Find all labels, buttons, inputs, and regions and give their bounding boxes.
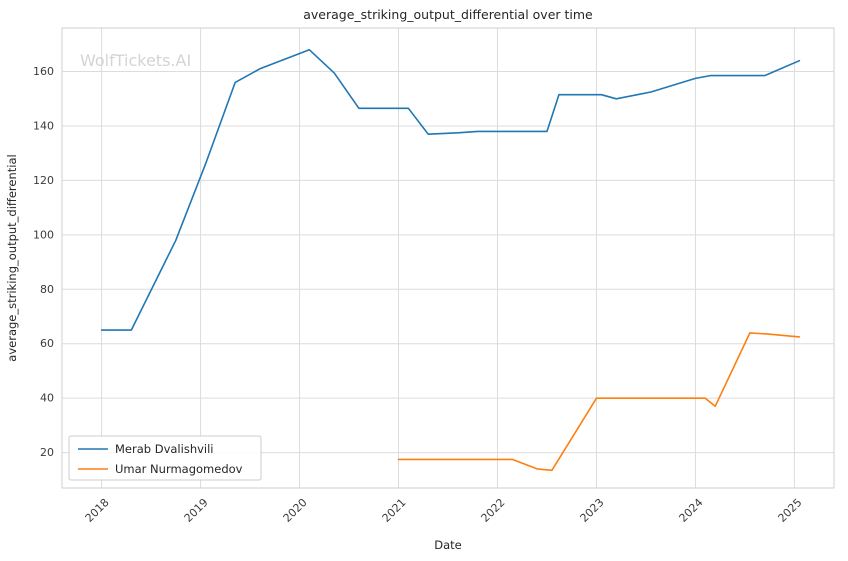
series-line-1 (397, 332, 801, 472)
plot-border (61, 27, 835, 489)
legend: Merab Dvalishvili Umar Nurmagomedov (68, 435, 262, 481)
y-tick-label: 160 (33, 65, 54, 78)
y-tick-label: 120 (33, 174, 54, 187)
legend-label-1: Umar Nurmagomedov (115, 462, 243, 476)
y-tick-label: 80 (40, 283, 54, 296)
y-tick-label: 60 (40, 337, 54, 350)
x-axis-label: Date (434, 538, 462, 552)
y-tick-label: 100 (33, 228, 54, 241)
watermark: WolfTickets.AI (80, 51, 191, 70)
legend-label-0: Merab Dvalishvili (115, 442, 214, 456)
y-tick-label: 40 (40, 392, 54, 405)
y-axis-label: average_striking_output_differential (5, 154, 19, 361)
series-line-0 (100, 48, 801, 331)
y-tick-label: 140 (33, 119, 54, 132)
chart-title: average_striking_output_differential ove… (303, 7, 593, 22)
legend-box (68, 435, 262, 481)
y-tick-label: 20 (40, 446, 54, 459)
